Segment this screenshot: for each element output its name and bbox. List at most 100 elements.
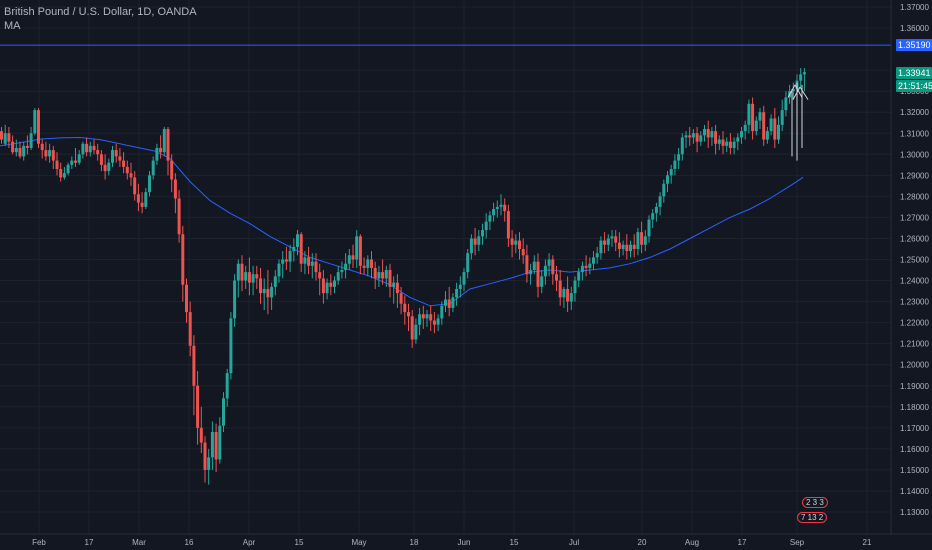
candle-body [703,129,706,136]
candle [210,421,214,470]
candle-body [562,288,566,298]
candle-body [462,272,466,285]
time-tick-label: 17 [85,538,94,547]
drawing-arrow [794,84,803,98]
candle [495,200,499,218]
drawing-arrow [787,84,796,98]
candle-body [170,160,174,180]
candle-body [48,150,52,157]
candle-body [429,314,433,321]
candle [281,251,285,279]
candle-body [251,274,255,283]
candle-body [0,131,3,140]
candle [418,307,422,336]
candle [33,108,37,136]
candle [7,126,11,148]
candle [318,263,322,296]
candle-body [181,234,185,285]
candle-body [414,324,418,340]
candle-body [525,255,529,275]
candle-body [29,133,33,148]
time-axis-labels: Feb 17 Mar 16 Apr 15 May 18 Jun 15 Jul 20 Aug 17 Sep 21 [32,538,872,547]
candle-body [488,215,492,222]
candle-body [59,169,63,178]
candle-body [247,272,251,283]
candle-body [344,263,348,271]
candle-body [325,282,329,294]
candle [355,230,359,268]
candle [303,251,307,275]
candle-body [318,272,322,279]
candle [199,406,203,454]
candle-body [758,112,762,121]
price-tick-label: 1.23000 [900,298,929,307]
candle [203,436,207,483]
candle [347,248,351,271]
candle [747,99,751,134]
candle [288,244,292,273]
candle [162,126,166,157]
candle-body [599,240,603,254]
candle-body [566,288,570,302]
candle-body [691,133,695,138]
symbol-title[interactable]: British Pound / U.S. Dollar, 1D, OANDA [4,6,197,18]
candle-body [233,280,237,319]
candle [240,255,244,292]
candle-body [3,133,7,144]
candle [592,251,595,271]
candle-body [673,160,677,170]
candle-body [492,209,496,216]
candle [388,263,392,298]
candle [458,276,462,298]
moving-average-line [0,136,804,307]
price-tick-label: 1.28000 [900,192,929,201]
candle-body [351,255,355,260]
price-tick-label: 1.18000 [900,403,929,412]
candle-body [714,131,718,144]
candle [196,371,200,445]
candle-body [185,284,188,313]
candle-body [203,442,207,470]
candle [477,230,481,252]
candle [214,423,218,473]
candle [3,124,7,146]
candle [395,274,399,308]
candle-body [669,169,673,176]
candle-body [55,160,59,170]
candle-body [210,432,214,458]
candle-body [192,345,196,386]
indicator-label[interactable]: MA [4,20,21,32]
price-tick-label: 1.26000 [900,234,929,243]
candle-body [40,143,44,151]
candle [499,194,503,216]
event-badge[interactable]: 2 3 3 [802,497,828,508]
candle-body [303,257,307,264]
event-badge[interactable]: 7 13 2 [797,512,828,523]
candle [432,312,436,334]
candle-body [514,240,518,245]
candle-body [643,236,647,245]
candle [758,108,762,130]
candle [266,270,270,315]
candle [784,91,788,117]
candle [703,124,706,142]
candle-body [103,164,107,172]
candle-body [207,457,211,470]
candle [447,286,451,317]
candle [540,270,544,294]
candle [262,278,266,310]
candle [754,116,758,136]
candle [399,286,403,315]
candle [329,274,333,296]
candle [677,147,681,170]
candle-body [458,284,462,289]
candle [373,261,377,289]
candle [688,126,692,146]
candle [466,248,470,279]
candle-body [543,265,547,277]
price-tick-label: 1.37000 [900,3,929,12]
candle [691,129,695,144]
candle [595,246,599,264]
time-tick-label: 15 [295,538,304,547]
